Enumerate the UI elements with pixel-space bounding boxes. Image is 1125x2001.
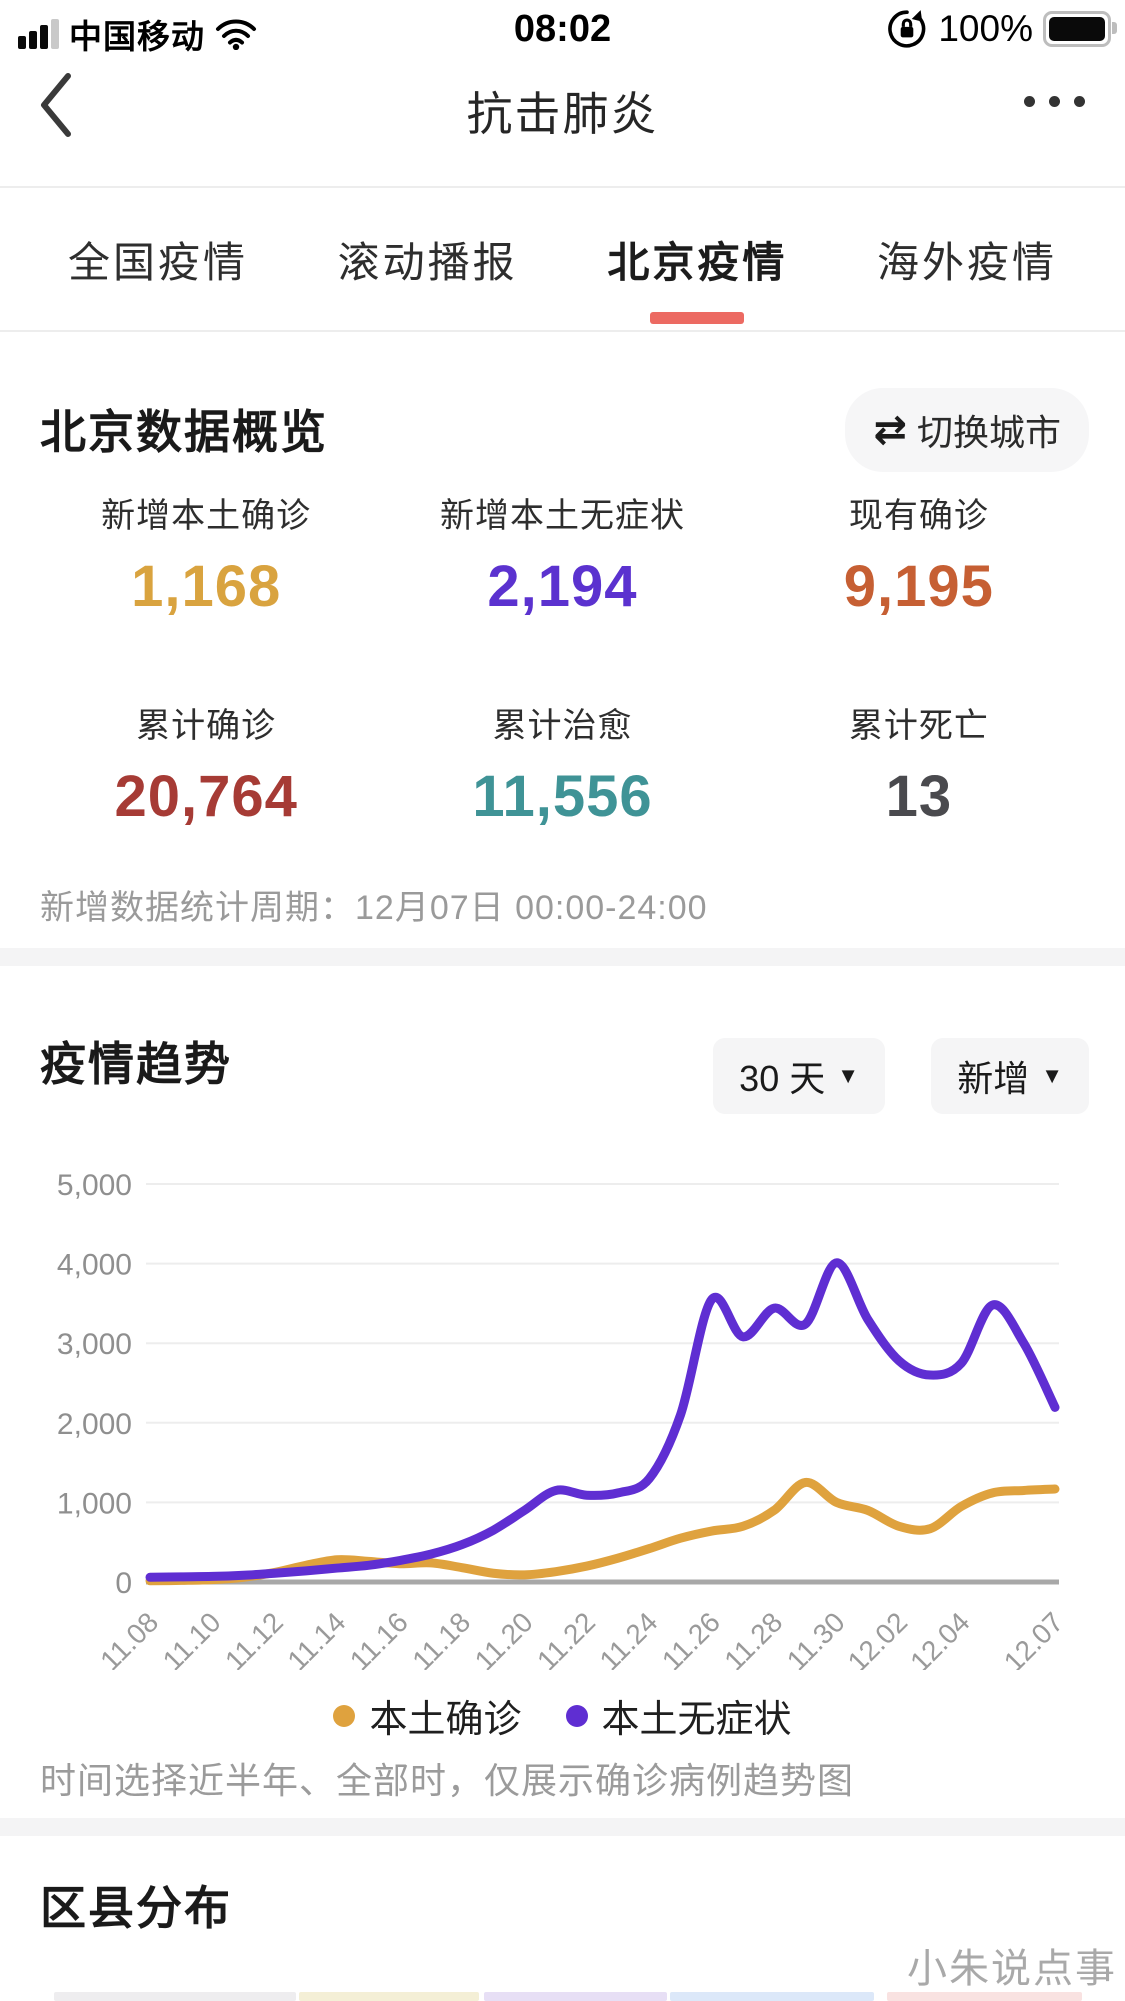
stat-value: 2,194 — [487, 554, 638, 619]
wifi-icon — [216, 19, 256, 50]
stat-label: 新增本土确诊 — [101, 497, 312, 535]
tab-label: 滚动播报 — [337, 238, 518, 286]
section-divider — [0, 1818, 1125, 1836]
stat-label: 累计死亡 — [848, 707, 989, 745]
tab-overseas[interactable]: 海外疫情 — [875, 188, 1059, 330]
rotation-lock-icon — [888, 10, 926, 48]
more-menu-icon[interactable] — [1024, 96, 1085, 107]
svg-text:12.02: 12.02 — [842, 1606, 913, 1670]
tab-bar: 全国疫情 滚动播报 北京疫情 海外疫情 — [0, 186, 1125, 332]
svg-text:12.04: 12.04 — [904, 1606, 975, 1670]
active-tab-underline — [650, 312, 745, 324]
svg-text:11.16: 11.16 — [344, 1606, 414, 1670]
stat-current-confirmed: 现有确诊 9,195 — [741, 488, 1097, 620]
svg-text:11.08: 11.08 — [94, 1606, 164, 1670]
tab-beijing[interactable]: 北京疫情 — [605, 188, 789, 330]
swap-icon: ⇄ — [873, 408, 907, 452]
overview-section-title: 北京数据概览 — [40, 406, 328, 458]
chevron-down-icon: ▼ — [837, 1063, 859, 1088]
metric-dropdown[interactable]: 新增 ▼ — [931, 1038, 1089, 1114]
tab-national[interactable]: 全国疫情 — [66, 188, 250, 330]
section-divider — [0, 948, 1125, 966]
stat-new-local-asymptomatic: 新增本土无症状 2,194 — [384, 488, 740, 620]
status-left: 中国移动 — [18, 10, 257, 58]
page-title: 抗击肺炎 — [466, 88, 659, 140]
svg-text:0: 0 — [115, 1567, 132, 1600]
svg-text:1,000: 1,000 — [57, 1487, 132, 1520]
stat-label: 累计治愈 — [492, 707, 633, 745]
district-chart-preview-segment — [299, 1992, 479, 2001]
stat-value: 9,195 — [843, 554, 994, 619]
stat-total-confirmed: 累计确诊 20,764 — [28, 698, 384, 830]
tab-label: 北京疫情 — [607, 238, 788, 286]
battery-icon — [1043, 11, 1117, 47]
svg-text:11.10: 11.10 — [157, 1606, 227, 1670]
stat-value: 11,556 — [472, 764, 653, 829]
svg-text:11.22: 11.22 — [531, 1606, 601, 1670]
legend-dot-confirmed — [333, 1704, 356, 1727]
tab-label: 全国疫情 — [68, 238, 249, 286]
status-bar: 中国移动 08:02 100% — [0, 0, 1125, 56]
tab-live-broadcast[interactable]: 滚动播报 — [336, 188, 520, 330]
status-right: 100% — [886, 8, 1117, 50]
svg-text:4,000: 4,000 — [57, 1249, 132, 1282]
svg-text:11.30: 11.30 — [781, 1606, 851, 1670]
legend-item-confirmed: 本土确诊 — [333, 1688, 522, 1743]
legend-item-asymptomatic: 本土无症状 — [565, 1688, 792, 1743]
trend-section-title: 疫情趋势 — [40, 1038, 232, 1090]
svg-text:11.12: 11.12 — [219, 1606, 289, 1670]
svg-text:11.18: 11.18 — [406, 1606, 476, 1670]
nav-bar: 抗击肺炎 — [0, 56, 1125, 186]
signal-strength-icon — [18, 19, 59, 49]
metric-dropdown-value: 新增 — [957, 1058, 1030, 1099]
back-icon[interactable] — [36, 70, 76, 140]
watermark: 小朱说点事 — [907, 1947, 1117, 1991]
stat-total-deaths: 累计死亡 13 — [741, 698, 1097, 830]
stat-new-local-confirmed: 新增本土确诊 1,168 — [28, 488, 384, 620]
switch-city-label: 切换城市 — [916, 412, 1061, 453]
svg-text:11.20: 11.20 — [469, 1606, 539, 1670]
legend-label: 本土确诊 — [369, 1699, 522, 1741]
svg-text:11.28: 11.28 — [718, 1606, 788, 1670]
svg-text:2,000: 2,000 — [57, 1408, 132, 1441]
legend-dot-asymptomatic — [565, 1704, 588, 1727]
legend-label: 本土无症状 — [601, 1699, 792, 1741]
stats-row-1: 新增本土确诊 1,168 新增本土无症状 2,194 现有确诊 9,195 — [0, 488, 1125, 620]
chart-legend: 本土确诊 本土无症状 — [0, 1688, 1125, 1743]
switch-city-button[interactable]: ⇄ 切换城市 — [845, 388, 1089, 472]
battery-percent-label: 100% — [938, 8, 1033, 49]
district-section-title: 区县分布 — [40, 1882, 232, 1934]
district-chart-preview-segment — [484, 1992, 667, 2001]
chart-footnote: 时间选择近半年、全部时，仅展示确诊病例趋势图 — [40, 1760, 855, 1801]
district-chart-preview-segment — [887, 1992, 1082, 2001]
stats-period-note: 新增数据统计周期：12月07日 00:00-24:00 — [40, 889, 708, 927]
chevron-down-icon: ▼ — [1041, 1063, 1063, 1088]
stat-value: 1,168 — [131, 554, 282, 619]
svg-text:11.26: 11.26 — [656, 1606, 726, 1670]
range-dropdown[interactable]: 30 天 ▼ — [713, 1038, 885, 1114]
tab-label: 海外疫情 — [876, 238, 1057, 286]
stat-label: 现有确诊 — [848, 497, 989, 535]
stat-label: 累计确诊 — [136, 707, 277, 745]
trend-line-chart: 01,0002,0003,0004,0005,00011.0811.1011.1… — [57, 1169, 1069, 1670]
clock: 08:02 — [513, 8, 612, 50]
svg-text:3,000: 3,000 — [57, 1328, 132, 1361]
range-dropdown-value: 30 天 — [739, 1058, 826, 1099]
carrier-label: 中国移动 — [69, 18, 205, 55]
stat-value: 13 — [885, 764, 953, 829]
stat-value: 20,764 — [114, 764, 298, 829]
stats-row-2: 累计确诊 20,764 累计治愈 11,556 累计死亡 13 — [0, 698, 1125, 830]
stat-label: 新增本土无症状 — [439, 497, 685, 535]
svg-text:5,000: 5,000 — [57, 1169, 132, 1202]
district-chart-preview-segment — [670, 1992, 874, 2001]
stat-total-recovered: 累计治愈 11,556 — [384, 698, 740, 830]
svg-text:11.14: 11.14 — [281, 1606, 351, 1670]
svg-text:12.07: 12.07 — [998, 1606, 1069, 1670]
svg-text:11.24: 11.24 — [594, 1606, 664, 1670]
district-chart-preview-segment — [54, 1992, 296, 2001]
